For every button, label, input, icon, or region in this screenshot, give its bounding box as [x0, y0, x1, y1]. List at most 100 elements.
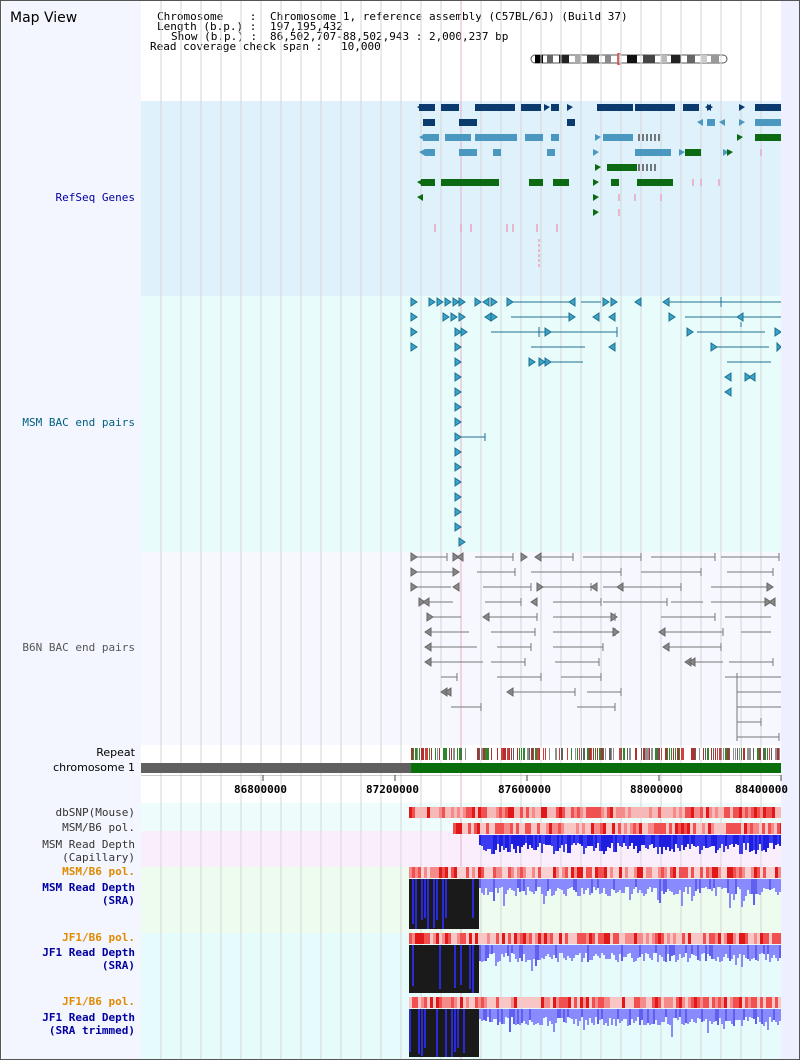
depth-bar	[727, 835, 729, 849]
depth-bar	[759, 835, 761, 844]
msm-capillary-depth[interactable]	[141, 835, 781, 857]
repeat-mark	[497, 748, 498, 760]
track-label-msm-b6-pol-1[interactable]: MSM/B6 pol.	[62, 821, 135, 834]
depth-bar	[679, 835, 681, 851]
snp-density-cell	[748, 997, 751, 1008]
depth-bar	[693, 945, 695, 955]
depth-bar	[635, 945, 637, 961]
repeat-mark	[543, 748, 544, 760]
track-label-jf1-depth-trim-1[interactable]: JF1 Read Depth	[42, 1011, 135, 1024]
dbsnp-strip[interactable]	[141, 807, 781, 819]
track-label-jf1-b6-pol-2[interactable]: JF1/B6 pol.	[62, 995, 135, 1008]
snp-density-cell	[433, 867, 436, 878]
depth-bar	[717, 835, 719, 850]
depth-bar	[665, 879, 667, 892]
depth-bar	[775, 1009, 777, 1022]
repeat-mark	[545, 748, 546, 760]
track-label-repeat[interactable]: Repeat	[96, 746, 135, 759]
depth-bar	[421, 879, 423, 920]
depth-bar	[759, 945, 761, 954]
snp-density-cell	[448, 933, 451, 944]
chromosome-ideogram[interactable]	[529, 53, 731, 65]
depth-bar	[555, 945, 557, 958]
snp-density-cell	[762, 823, 765, 834]
snp-density-cell	[430, 997, 433, 1008]
snp-density-cell	[676, 997, 679, 1008]
track-label-msm-depth-cap-1[interactable]: MSM Read Depth	[42, 838, 135, 851]
snp-density-cell	[421, 997, 424, 1008]
snp-density-cell	[442, 997, 445, 1008]
depth-bar	[673, 1009, 675, 1018]
track-label-msm-bac[interactable]: MSM BAC end pairs	[22, 416, 135, 429]
repeat-mark	[627, 748, 628, 760]
depth-bar	[733, 835, 735, 847]
depth-bar	[723, 945, 725, 957]
depth-bar	[579, 879, 581, 896]
snp-density-cell	[484, 807, 487, 818]
refseq-genes-track[interactable]	[141, 101, 781, 296]
snp-density-cell	[498, 823, 501, 834]
depth-bar	[667, 879, 669, 889]
depth-bar	[629, 945, 631, 953]
snp-density-cell	[673, 867, 676, 878]
track-label-chromosome[interactable]: chromosome 1	[53, 761, 135, 774]
repeat-track[interactable]	[141, 745, 781, 763]
snp-density-cell	[598, 933, 601, 944]
depth-bar	[513, 945, 515, 954]
jf1-b6-pol-strip-2[interactable]	[141, 997, 781, 1009]
b6n-bac-track[interactable]	[141, 552, 781, 745]
depth-bar	[499, 1009, 501, 1022]
track-label-msm-b6-pol-2[interactable]: MSM/B6 pol.	[62, 865, 135, 878]
snp-density-cell	[622, 807, 625, 818]
depth-bar	[693, 1009, 695, 1022]
depth-bar	[487, 879, 489, 895]
depth-bar	[489, 835, 491, 849]
depth-bar	[641, 1009, 643, 1020]
track-label-refseq[interactable]: RefSeq Genes	[55, 191, 135, 204]
snp-density-cell	[532, 807, 535, 818]
track-label-jf1-b6-pol-1[interactable]: JF1/B6 pol.	[62, 931, 135, 944]
snp-density-cell	[715, 933, 718, 944]
depth-bar	[601, 1009, 603, 1019]
depth-bar	[575, 835, 577, 845]
msm-bac-track[interactable]	[141, 296, 781, 552]
depth-bar	[729, 1009, 731, 1021]
jf1-b6-pol-strip-1[interactable]	[141, 933, 781, 945]
track-label-b6n-bac[interactable]: B6N BAC end pairs	[22, 641, 135, 654]
track-label-msm-depth-sra-1[interactable]: MSM Read Depth	[42, 881, 135, 894]
repeat-mark	[491, 748, 492, 760]
snp-density-cell	[709, 933, 712, 944]
depth-bar	[761, 835, 763, 851]
depth-bar	[677, 835, 679, 848]
depth-bar	[743, 1009, 745, 1020]
msm-sra-depth[interactable]	[141, 879, 781, 931]
depth-bar	[573, 1009, 575, 1024]
msm-b6-pol-strip-2[interactable]	[141, 867, 781, 879]
depth-bar	[715, 835, 717, 853]
snp-density-cell	[553, 997, 556, 1008]
snp-density-cell	[456, 823, 459, 834]
snp-density-cell	[775, 867, 778, 878]
snp-density-cell	[538, 933, 541, 944]
jf1-sra-depth[interactable]	[141, 945, 781, 995]
depth-bar	[553, 945, 555, 955]
jf1-trimmed-depth[interactable]	[141, 1009, 781, 1059]
track-label-dbsnp[interactable]: dbSNP(Mouse)	[55, 806, 135, 819]
depth-bar	[685, 1009, 687, 1023]
chromosome-bar[interactable]	[141, 763, 781, 775]
repeat-mark	[479, 748, 480, 760]
depth-bar	[659, 835, 661, 847]
snp-density-cell	[753, 823, 756, 834]
snp-density-cell	[679, 867, 682, 878]
msm-b6-pol-strip-1[interactable]	[141, 823, 781, 835]
snp-density-cell	[601, 933, 604, 944]
repeat-mark	[623, 748, 625, 760]
snp-strip-base	[453, 823, 781, 834]
length-value: 197,195,432	[270, 20, 343, 33]
track-label-jf1-depth-sra-1[interactable]: JF1 Read Depth	[42, 946, 135, 959]
snp-density-cell	[715, 807, 718, 818]
repeat-mark	[609, 748, 611, 760]
depth-bar	[639, 879, 641, 890]
snp-density-cell	[655, 933, 658, 944]
depth-bar	[607, 835, 609, 847]
